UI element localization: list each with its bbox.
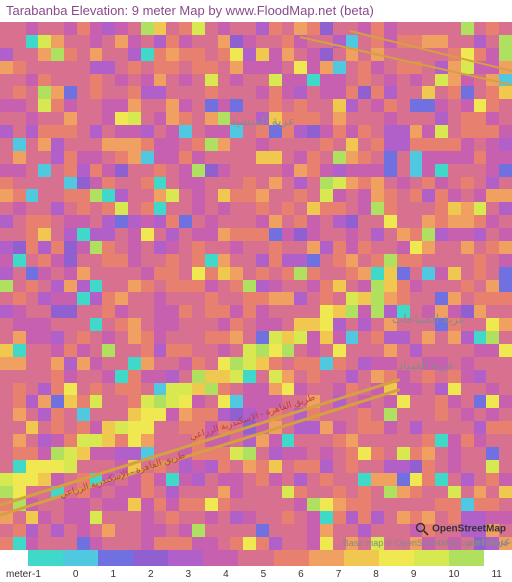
legend-value: 5 bbox=[261, 569, 267, 580]
legend-segment bbox=[63, 550, 98, 566]
legend-segment bbox=[274, 550, 309, 566]
legend-value: 10 bbox=[448, 569, 459, 580]
legend-value: 6 bbox=[298, 569, 304, 580]
heatmap-grid bbox=[0, 22, 512, 550]
legend-segment bbox=[28, 550, 63, 566]
page-container: Tarabanba Elevation: 9 meter Map by www.… bbox=[0, 0, 512, 582]
legend-segment bbox=[98, 550, 133, 566]
legend-value: -1 bbox=[32, 569, 41, 580]
elevation-map[interactable]: عزبة المنشيةعزبة الصباحاتعزبة الصيادعزبة… bbox=[0, 22, 512, 550]
elevation-legend: meter -1 0 1 2 3 4 5 6 7 8 9 10 11 bbox=[0, 550, 512, 582]
legend-color-bar bbox=[0, 550, 512, 566]
legend-segment bbox=[414, 550, 449, 566]
legend-value-labels: -1 0 1 2 3 4 5 6 7 8 9 10 11 bbox=[28, 569, 506, 580]
legend-segment bbox=[168, 550, 203, 566]
legend-segment bbox=[238, 550, 273, 566]
legend-segment bbox=[309, 550, 344, 566]
legend-value: 2 bbox=[148, 569, 154, 580]
legend-value: 4 bbox=[223, 569, 229, 580]
legend-value: 3 bbox=[186, 569, 192, 580]
page-title: Tarabanba Elevation: 9 meter Map by www.… bbox=[0, 0, 512, 22]
osm-logo-text: OpenStreetMap bbox=[432, 524, 506, 535]
legend-value: 1 bbox=[110, 569, 116, 580]
legend-value: 8 bbox=[373, 569, 379, 580]
legend-segment bbox=[379, 550, 414, 566]
map-attribution-text: Base map © OpenStreetMap contributors bbox=[343, 538, 508, 548]
legend-labels-row: meter -1 0 1 2 3 4 5 6 7 8 9 10 11 bbox=[0, 566, 512, 582]
legend-value: 0 bbox=[73, 569, 79, 580]
legend-value: 7 bbox=[336, 569, 342, 580]
legend-unit-label: meter bbox=[6, 569, 28, 580]
legend-value: 11 bbox=[491, 569, 501, 580]
legend-segment bbox=[344, 550, 379, 566]
legend-segment bbox=[133, 550, 168, 566]
legend-segment bbox=[449, 550, 484, 566]
legend-segment bbox=[203, 550, 238, 566]
magnifier-icon bbox=[415, 522, 429, 536]
legend-value: 9 bbox=[411, 569, 417, 580]
openstreetmap-logo: OpenStreetMap bbox=[415, 522, 506, 536]
